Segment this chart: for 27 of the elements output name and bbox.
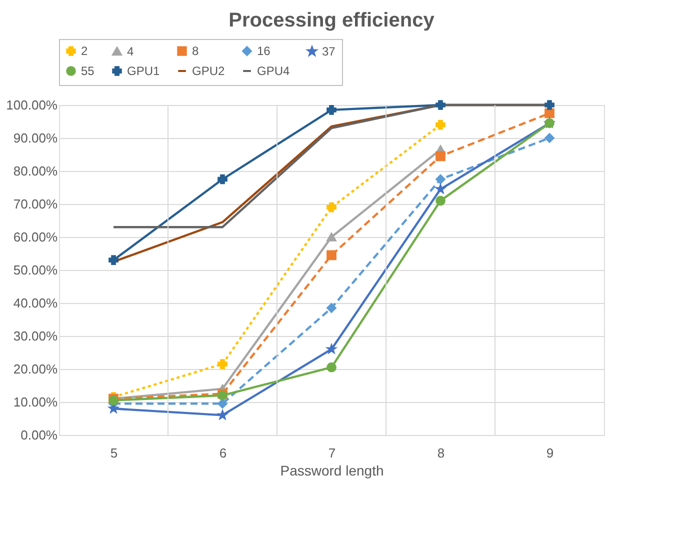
legend-label: 4 — [127, 44, 134, 58]
legend-label: 37 — [322, 44, 336, 58]
y-tick-label: 80.00% — [13, 164, 58, 178]
chart-title: Processing efficiency — [228, 10, 436, 32]
legend-label: GPU2 — [192, 64, 226, 78]
y-tick-label: 100.00% — [6, 98, 58, 112]
y-tick-label: 0.00% — [20, 428, 58, 442]
y-tick-label: 10.00% — [13, 394, 58, 410]
x-tick-label: 6 — [219, 446, 227, 460]
legend-label: 8 — [192, 44, 199, 58]
y-tick-label: 30.00% — [13, 328, 58, 344]
x-tick-label: 7 — [328, 446, 336, 460]
legend-label: 16 — [257, 44, 271, 58]
legend-label: 2 — [81, 44, 88, 58]
y-tick-label: 60.00% — [13, 230, 58, 244]
y-tick-label: 70.00% — [13, 196, 58, 212]
legend-label: 55 — [81, 64, 95, 78]
x-tick-label: 8 — [437, 446, 445, 460]
y-tick-label: 50.00% — [13, 262, 58, 278]
y-tick-label: 90.00% — [13, 130, 58, 146]
x-axis-title: Password length — [280, 462, 384, 478]
y-tick-label: 20.00% — [13, 362, 58, 376]
x-tick-label: 5 — [110, 446, 118, 460]
x-tick-label: 9 — [546, 446, 554, 460]
legend-label: GPU1 — [127, 64, 160, 78]
legend-label: GPU4 — [257, 64, 290, 78]
y-tick-label: 40.00% — [13, 296, 58, 310]
